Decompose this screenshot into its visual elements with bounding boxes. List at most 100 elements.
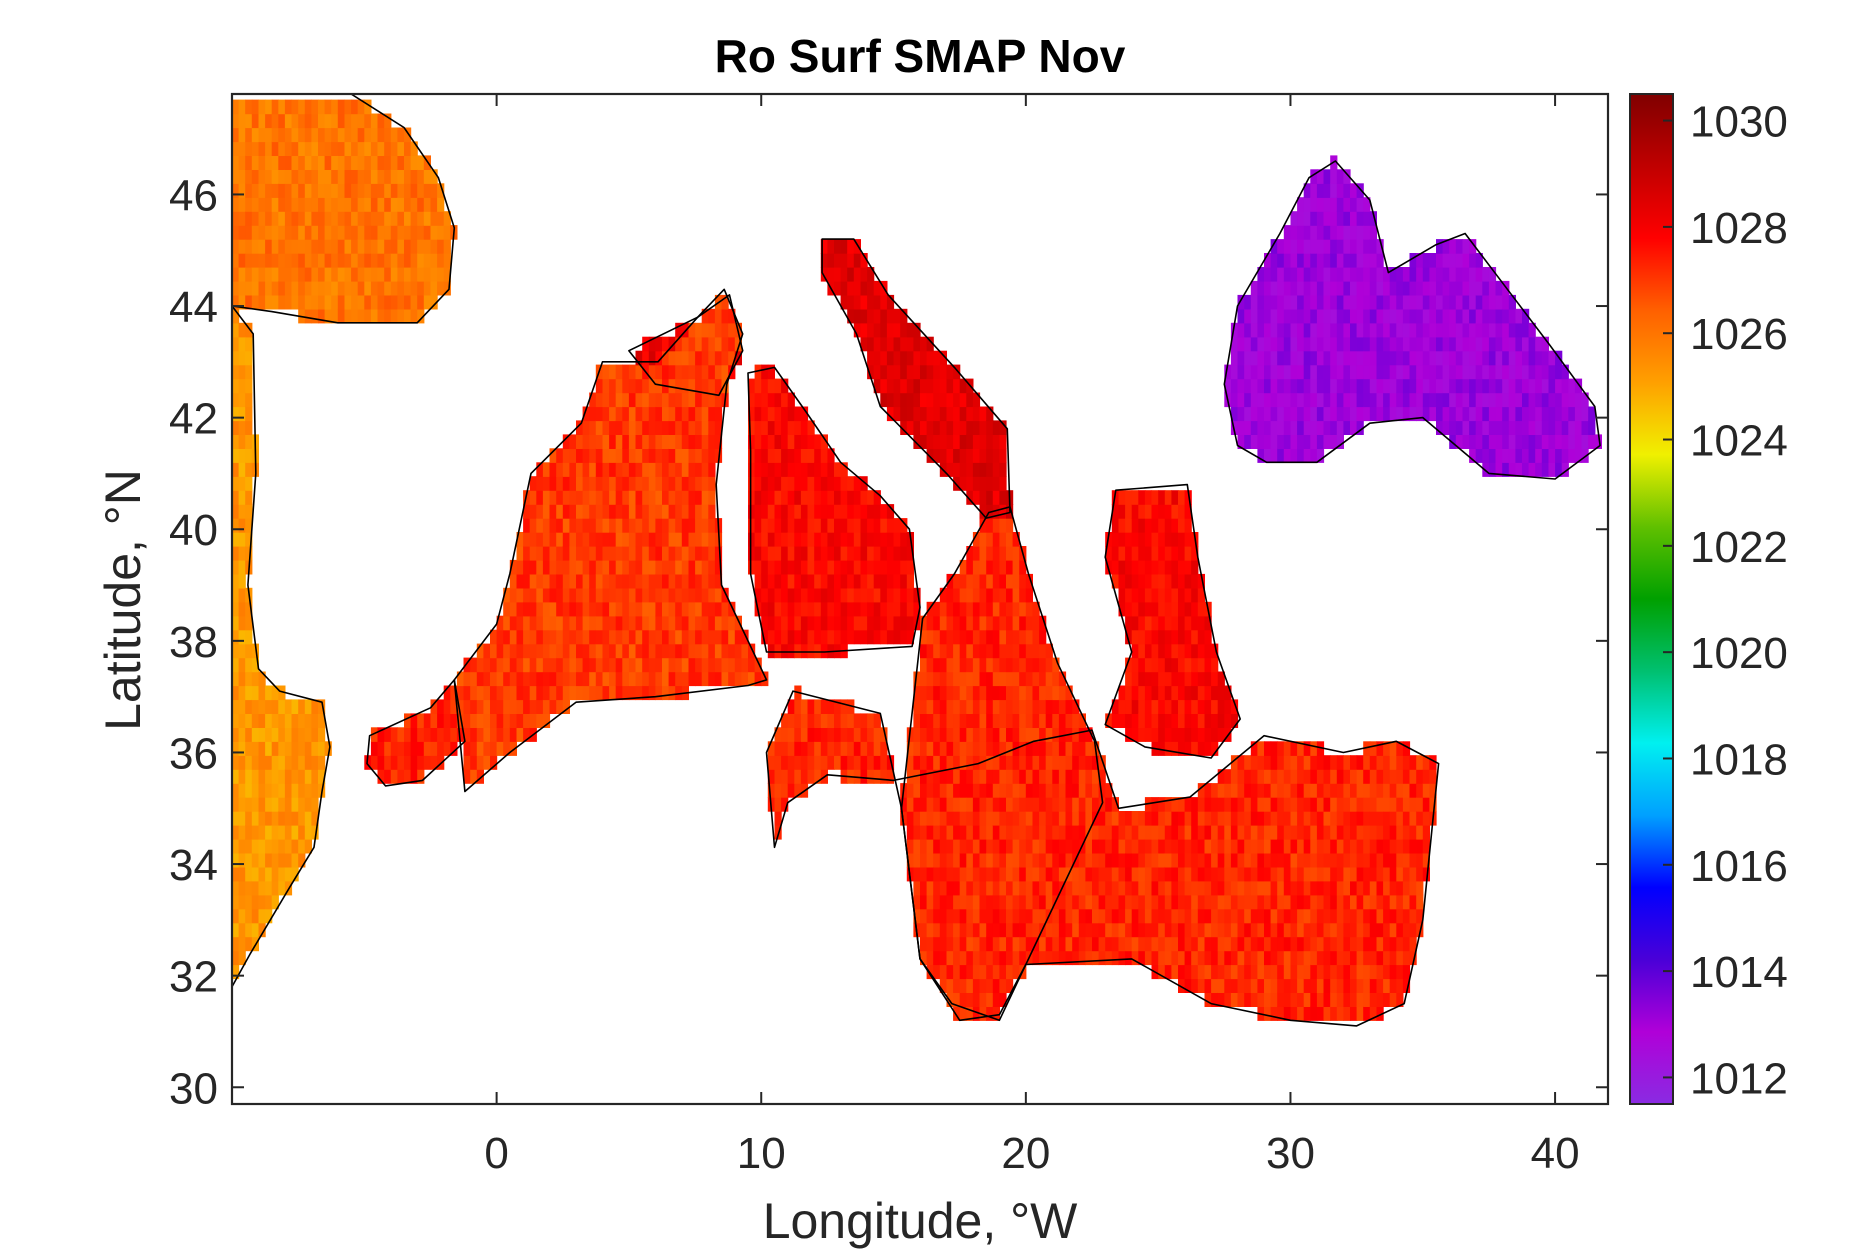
data-cell <box>450 699 458 714</box>
data-cell <box>761 587 769 603</box>
data-cell <box>880 615 888 631</box>
data-cell <box>1356 936 1364 952</box>
data-cell <box>404 713 412 728</box>
data-cell <box>1323 783 1331 798</box>
data-cell <box>569 546 577 561</box>
data-cell <box>470 741 478 756</box>
data-cell <box>1092 908 1100 924</box>
data-cell <box>1442 406 1450 422</box>
data-cell <box>1442 308 1450 324</box>
data-cell <box>1058 769 1067 784</box>
data-cell <box>251 894 259 910</box>
data-cell <box>1217 950 1225 966</box>
data-cell <box>1125 894 1133 910</box>
data-cell <box>734 336 742 352</box>
data-cell <box>635 629 643 645</box>
data-cell <box>913 866 921 882</box>
data-cell <box>589 601 597 617</box>
data-cell <box>1019 713 1027 728</box>
data-cell <box>1092 852 1100 868</box>
data-cell <box>370 155 379 170</box>
data-cell <box>1151 629 1159 645</box>
data-cell <box>351 197 359 212</box>
data-cell <box>311 99 319 115</box>
data-cell <box>384 741 392 756</box>
data-cell <box>695 476 703 491</box>
data-cell <box>1012 685 1020 701</box>
data-cell <box>1409 769 1417 784</box>
data-cell <box>496 685 504 701</box>
data-cell <box>523 727 531 742</box>
data-cell <box>1343 267 1351 282</box>
data-cell <box>1330 169 1338 184</box>
data-cell <box>688 476 696 491</box>
data-cell <box>536 643 544 659</box>
data-cell <box>860 546 868 561</box>
data-cell <box>946 838 954 854</box>
data-cell <box>1131 936 1139 952</box>
data-cell <box>1264 420 1272 435</box>
data-cell <box>1402 769 1411 784</box>
data-cell <box>1085 838 1093 854</box>
data-cell <box>688 643 696 659</box>
data-cell <box>1184 797 1192 812</box>
data-cell <box>959 894 967 910</box>
data-cell <box>1343 783 1351 798</box>
data-cell <box>1072 866 1080 882</box>
data-cell <box>1396 406 1404 422</box>
data-cell <box>1178 852 1186 868</box>
data-cell <box>662 532 670 547</box>
data-cell <box>582 476 590 491</box>
data-cell <box>1025 825 1033 840</box>
data-cell <box>1323 838 1331 854</box>
data-cell <box>232 392 240 408</box>
data-cell <box>1495 448 1503 463</box>
data-cell <box>271 866 279 882</box>
data-cell <box>834 239 842 254</box>
data-cell <box>1442 378 1450 394</box>
data-cell <box>1065 769 1073 784</box>
data-cell <box>232 615 240 631</box>
data-cell <box>628 392 637 408</box>
data-cell <box>1058 741 1067 756</box>
data-cell <box>1012 894 1020 910</box>
data-cell <box>1144 601 1153 617</box>
data-cell <box>820 532 828 547</box>
data-cell <box>708 643 716 659</box>
data-cell <box>1237 294 1245 310</box>
data-cell <box>708 657 716 673</box>
data-cell <box>972 713 981 728</box>
data-cell <box>410 280 418 296</box>
data-cell <box>1416 783 1424 798</box>
data-cell <box>1151 908 1159 924</box>
data-cell <box>873 294 881 310</box>
data-cell <box>992 866 1000 882</box>
data-cell <box>794 476 802 491</box>
data-cell <box>1191 671 1199 687</box>
data-cell <box>357 280 365 296</box>
data-cell <box>245 420 253 435</box>
data-cell <box>1310 434 1318 449</box>
data-cell <box>410 294 418 310</box>
data-cell <box>430 197 438 212</box>
data-cell <box>437 713 445 728</box>
data-cell <box>1270 755 1278 770</box>
data-cell <box>1244 308 1252 324</box>
data-cell <box>1369 350 1377 366</box>
data-cell <box>939 811 947 826</box>
data-cell <box>1217 699 1225 714</box>
data-cell <box>867 573 875 589</box>
data-cell <box>1363 838 1371 854</box>
data-cell <box>1323 908 1331 924</box>
data-cell <box>999 643 1007 659</box>
data-cell <box>807 741 815 756</box>
data-cell <box>1158 615 1166 631</box>
data-cell <box>814 546 822 561</box>
data-cell <box>404 280 412 296</box>
data-cell <box>913 406 921 422</box>
data-cell <box>1178 490 1186 505</box>
data-cell <box>774 448 782 463</box>
data-cell <box>1555 364 1563 380</box>
data-cell <box>1237 964 1245 980</box>
data-cell <box>959 392 967 408</box>
